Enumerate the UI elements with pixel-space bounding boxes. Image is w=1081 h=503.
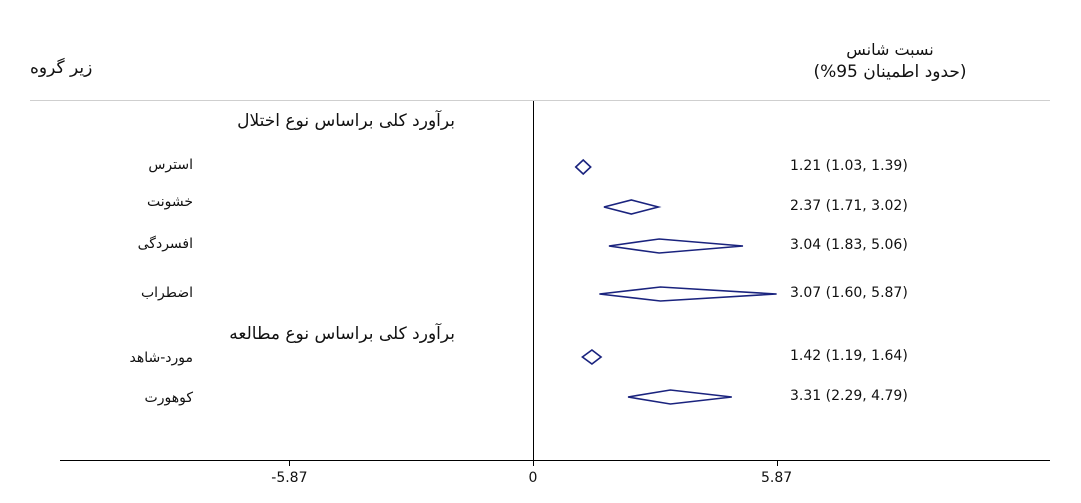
estimate-text: 1.21 (1.03, 1.39) [790, 158, 908, 174]
estimate-diamond [574, 158, 592, 176]
confidence-interval-header: (حدود اطمینان 95%) [813, 62, 967, 82]
header-divider [30, 100, 1050, 101]
row-label: خشونت [146, 194, 193, 210]
x-axis [60, 460, 1050, 461]
x-tick-mark [289, 460, 291, 466]
x-tick-mark [776, 460, 778, 466]
row-label: اضطراب [140, 285, 193, 301]
row-label: کوهورت [144, 390, 193, 406]
estimate-diamond [608, 238, 744, 254]
x-tick-label: 5.87 [761, 470, 793, 486]
null-line [533, 101, 534, 460]
estimate-text: 2.37 (1.71, 3.02) [790, 198, 908, 214]
row-label: مورد-شاهد [129, 350, 193, 366]
section-heading: برآورد کلی براساس نوع اختلال [237, 111, 455, 131]
row-label: افسردگی [137, 236, 193, 252]
estimate-diamond [581, 349, 603, 365]
section-heading: برآورد کلی براساس نوع مطالعه [229, 324, 455, 344]
x-tick-label: 0 [528, 470, 538, 486]
x-tick-mark [533, 460, 534, 466]
subgroup-header: زیر گروه [30, 58, 93, 78]
estimate-diamond [603, 199, 662, 215]
estimate-text: 1.42 (1.19, 1.64) [790, 348, 908, 364]
row-label: استرس [148, 157, 193, 173]
odds-ratio-header: نسبت شانس [846, 40, 934, 59]
estimate-diamond [599, 286, 777, 302]
x-tick-label: -5.87 [271, 470, 308, 486]
estimate-text: 3.07 (1.60, 5.87) [790, 285, 908, 301]
estimate-diamond [627, 389, 732, 405]
estimate-text: 3.31 (2.29, 4.79) [790, 388, 908, 404]
estimate-text: 3.04 (1.83, 5.06) [790, 237, 908, 253]
